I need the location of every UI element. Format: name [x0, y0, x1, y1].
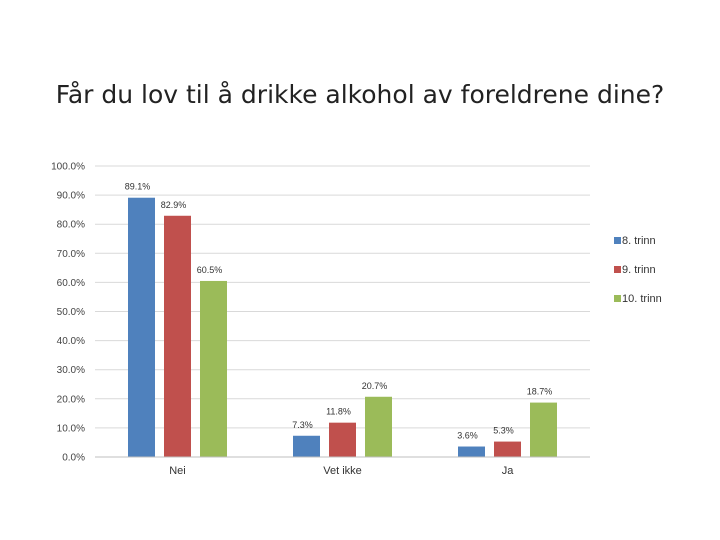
- y-tick-label: 70.0%: [57, 249, 85, 260]
- y-tick-label: 20.0%: [57, 394, 85, 405]
- data-label: 7.3%: [292, 420, 313, 430]
- y-tick-label: 10.0%: [57, 423, 85, 434]
- data-label: 82.9%: [161, 200, 187, 210]
- data-label: 11.8%: [326, 407, 351, 417]
- legend-label: 9. trinn: [622, 264, 656, 276]
- y-tick-label: 0.0%: [62, 453, 85, 464]
- data-label: 20.7%: [362, 381, 388, 391]
- x-tick-label: Nei: [169, 465, 186, 477]
- bar: [128, 197, 155, 457]
- legend-swatch: [614, 295, 621, 302]
- y-tick-label: 50.0%: [57, 307, 85, 318]
- y-tick-label: 60.0%: [57, 278, 85, 289]
- legend-swatch: [614, 237, 621, 244]
- x-tick-label: Vet ikke: [323, 465, 362, 477]
- data-label: 3.6%: [457, 431, 478, 441]
- bar: [494, 441, 521, 457]
- y-tick-label: 80.0%: [57, 220, 85, 231]
- data-label: 5.3%: [493, 426, 514, 436]
- x-tick-label: Ja: [502, 465, 515, 477]
- bar: [458, 446, 485, 457]
- bar: [329, 422, 356, 457]
- data-label: 18.7%: [527, 387, 553, 397]
- legend-swatch: [614, 266, 621, 273]
- chart-title: Får du lov til å drikke alkohol av forel…: [55, 80, 665, 109]
- bar: [530, 402, 557, 457]
- legend-label: 8. trinn: [622, 235, 656, 247]
- bar: [365, 396, 392, 457]
- bar: [200, 280, 227, 457]
- bar: [164, 215, 191, 457]
- data-label: 89.1%: [125, 182, 151, 192]
- bar: [293, 435, 320, 457]
- data-label: 60.5%: [197, 265, 223, 275]
- y-tick-label: 100.0%: [51, 162, 85, 173]
- y-tick-label: 90.0%: [57, 191, 85, 202]
- y-tick-label: 30.0%: [57, 365, 85, 376]
- legend-label: 10. trinn: [622, 293, 662, 305]
- y-tick-label: 40.0%: [57, 336, 85, 347]
